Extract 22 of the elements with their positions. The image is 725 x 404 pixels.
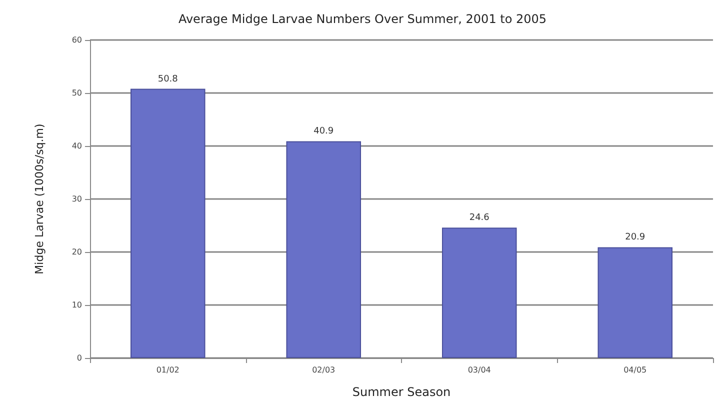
chart-title: Average Midge Larvae Numbers Over Summer, 2001 to 2005 (178, 12, 547, 26)
y-tick-label: 60 (72, 36, 82, 44)
x-tick-label: 04/05 (624, 366, 647, 374)
bar (442, 228, 517, 358)
y-tick-label: 0 (76, 354, 82, 362)
y-tick-label: 10 (72, 300, 82, 310)
data-label: 24.6 (469, 213, 490, 224)
x-axis-title: Summer Season (352, 385, 451, 399)
y-tick-label: 40 (72, 142, 82, 150)
x-tick-label: 02/03 (312, 366, 336, 374)
y-axis-title: Midge Larvae (1000s/sq.m) (33, 124, 46, 274)
bar (598, 247, 673, 358)
y-tick-label: 50 (72, 88, 82, 98)
data-label: 20.9 (625, 232, 646, 243)
x-tick-label: 03/04 (468, 366, 491, 374)
data-label: 40.9 (314, 126, 334, 137)
bar (286, 141, 362, 358)
bar (130, 88, 206, 358)
y-tick-label: 30 (72, 194, 82, 204)
x-tick-label: 01/02 (156, 366, 180, 374)
data-label: 50.8 (158, 74, 178, 84)
y-tick-label: 20 (72, 248, 82, 256)
